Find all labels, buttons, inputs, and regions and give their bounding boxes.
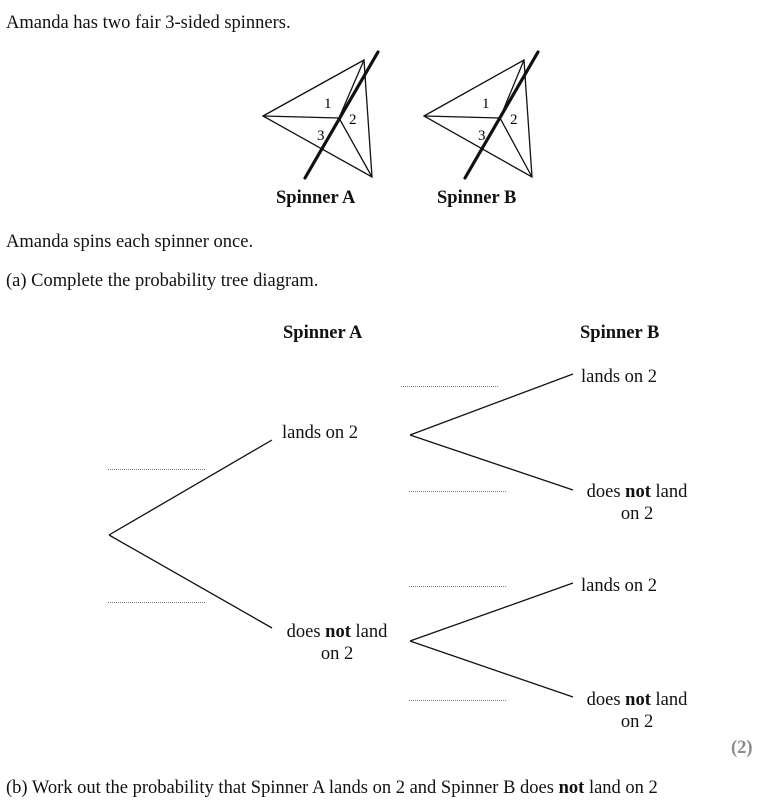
spinner-a-label: Spinner A <box>276 188 356 208</box>
part-a-text: (a) Complete the probability tree diagra… <box>6 271 319 291</box>
part-b-bold: not <box>558 778 585 798</box>
answer-blank-bottom-b-lands[interactable] <box>409 586 506 587</box>
outcome-top-b-not-line2: on 2 <box>620 504 654 524</box>
outcome-bottom-b-not-bold: not <box>625 690 651 710</box>
answer-blank-top-b-lands[interactable] <box>401 386 498 387</box>
outcome-top-b-not: does not land on 2 <box>578 481 696 525</box>
outcome-bottom-b-lands: lands on 2 <box>581 576 658 596</box>
spinner-b-label: Spinner B <box>437 188 517 208</box>
branch-a-lands <box>108 439 273 536</box>
answer-blank-a-not[interactable] <box>108 602 205 603</box>
branch-bottom-b-lands <box>409 582 574 642</box>
outcome-a-not-pre: does <box>286 622 326 642</box>
branch-bottom-b-not <box>409 640 574 698</box>
spinner-b-number-1: 1 <box>482 96 490 112</box>
outcome-bottom-b-not-post: land <box>650 690 688 710</box>
outcome-a-lands: lands on 2 <box>282 423 359 443</box>
spinner-a-drawing <box>261 50 380 180</box>
outcome-bottom-b-not-pre: does <box>586 690 626 710</box>
outcome-top-b-not-post: land <box>650 482 688 502</box>
outcome-a-not-bold: not <box>325 622 351 642</box>
spinner-a-number-1: 1 <box>324 96 332 112</box>
tree-header-spinner-b: Spinner B <box>580 323 660 343</box>
outcome-top-b-not-pre: does <box>586 482 626 502</box>
outcome-top-b-lands: lands on 2 <box>581 367 658 387</box>
outcome-a-not-line2: on 2 <box>320 644 354 664</box>
answer-blank-a-lands[interactable] <box>108 469 205 470</box>
tree-header-spinner-a: Spinner A <box>283 323 363 343</box>
intro-text: Amanda has two fair 3-sided spinners. <box>6 13 291 33</box>
outcome-bottom-b-not-line2: on 2 <box>620 712 654 732</box>
outcome-bottom-b-not: does not land on 2 <box>578 689 696 733</box>
spin-text: Amanda spins each spinner once. <box>6 232 254 252</box>
spinner-b-number-3: 3 <box>478 128 486 144</box>
branch-a-not <box>108 534 273 629</box>
outcome-top-b-not-bold: not <box>625 482 651 502</box>
spinner-b-number-2: 2 <box>510 112 518 128</box>
marks-indicator: (2) <box>731 738 753 758</box>
outcome-a-not: does not land on 2 <box>278 621 396 665</box>
part-b-pre: (b) Work out the probability that Spinne… <box>6 778 559 798</box>
outcome-a-not-post: land <box>350 622 388 642</box>
spinner-a-number-3: 3 <box>317 128 325 144</box>
part-b-text: (b) Work out the probability that Spinne… <box>6 777 658 799</box>
spinner-a-number-2: 2 <box>349 112 357 128</box>
spinner-b-drawing <box>422 50 540 180</box>
part-b-post: land on 2 <box>584 778 658 798</box>
answer-blank-bottom-b-not[interactable] <box>409 700 506 701</box>
branch-top-b-lands <box>409 373 574 436</box>
branch-top-b-not <box>409 434 574 491</box>
tree-branches <box>108 373 574 698</box>
answer-blank-top-b-not[interactable] <box>409 491 506 492</box>
